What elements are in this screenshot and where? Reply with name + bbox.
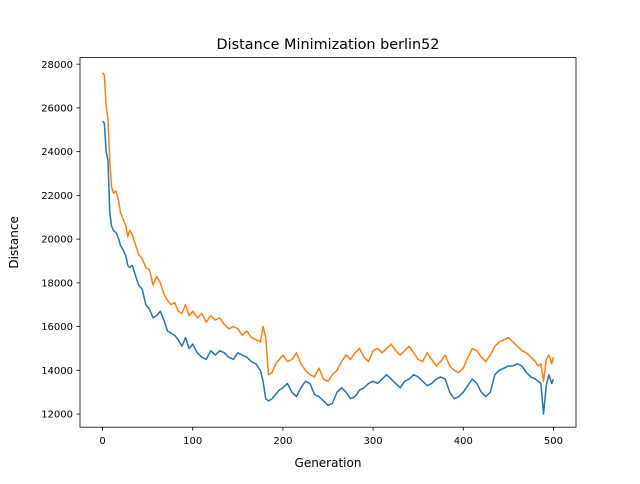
x-tick-label: 0 [99,436,105,447]
series-layer [101,72,555,415]
series-line-2 [101,72,555,383]
x-axis-label: Generation [295,456,362,470]
y-tick-label: 28000 [41,60,73,71]
x-tick-label: 500 [544,436,563,447]
y-tick-label: 26000 [41,104,73,115]
y-axis-ticks: 12000 14000 16000 18000 20000 22000 24000 26000… [41,60,80,421]
x-tick-label: 100 [183,436,202,447]
plot-area-frame [79,57,577,428]
y-tick-label: 16000 [41,322,73,333]
x-tick-label: 400 [454,436,473,447]
y-tick-label: 18000 [41,278,73,289]
x-tick-label: 200 [273,436,292,447]
y-tick-label: 14000 [41,366,73,377]
y-tick-label: 22000 [41,191,73,202]
y-tick-label: 24000 [41,147,73,158]
y-axis-label: Distance [7,216,21,268]
y-tick-label: 20000 [41,235,73,246]
series-line-1 [101,120,555,415]
x-axis-ticks: 0 100 200 300 400 500 [99,427,563,447]
chart-title: Distance Minimization berlin52 [217,37,440,53]
y-tick-label: 12000 [41,410,73,421]
x-tick-label: 300 [364,436,383,447]
